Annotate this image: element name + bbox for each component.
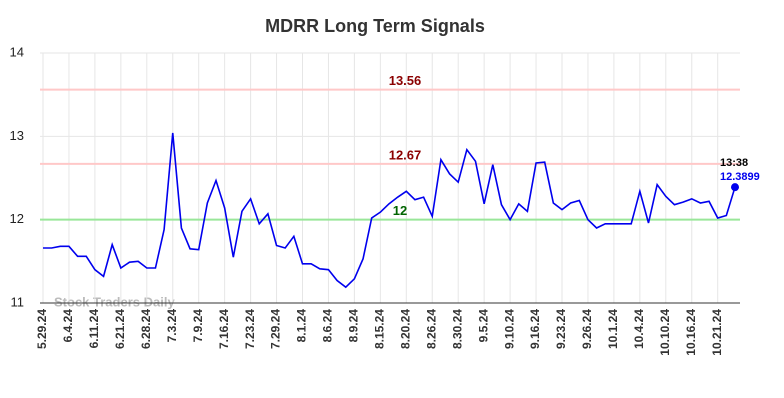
x-tick-label: 9.26.24 — [580, 309, 594, 349]
price-line — [43, 132, 736, 289]
y-tick-label: 13 — [10, 128, 24, 143]
x-tick-label: 6.4.24 — [61, 309, 75, 343]
reference-label: 13.56 — [389, 73, 422, 88]
x-tick-label: 8.15.24 — [373, 309, 387, 349]
watermark: Stock Traders Daily — [54, 294, 175, 309]
y-tick-label: 12 — [10, 211, 24, 226]
x-tick-label: 6.21.24 — [113, 309, 127, 349]
x-tick-label: 10.1.24 — [606, 309, 620, 349]
x-tick-label: 6.11.24 — [87, 309, 101, 349]
x-tick-label: 7.3.24 — [165, 309, 179, 343]
x-tick-label: 8.9.24 — [347, 309, 361, 343]
x-tick-label: 7.29.24 — [269, 309, 283, 349]
x-tick-label: 8.30.24 — [450, 309, 464, 349]
x-tick-label: 8.1.24 — [295, 309, 309, 343]
x-tick-label: 9.10.24 — [502, 309, 516, 349]
x-tick-label: 7.23.24 — [243, 309, 257, 349]
x-tick-label: 7.9.24 — [191, 309, 205, 343]
x-tick-label: 8.20.24 — [398, 309, 412, 349]
x-tick-label: 9.16.24 — [528, 309, 542, 349]
y-tick-label: 11 — [11, 294, 25, 309]
x-tick-label: 6.28.24 — [139, 309, 153, 349]
x-tick-label: 10.16.24 — [684, 309, 698, 356]
reference-label: 12 — [393, 203, 407, 218]
x-tick-label: 5.29.24 — [35, 309, 49, 349]
x-tick-label: 9.5.24 — [476, 309, 490, 343]
last-time: 13:38 — [720, 157, 748, 169]
x-tick-label: 10.4.24 — [632, 309, 646, 349]
x-tick-label: 10.21.24 — [710, 309, 724, 356]
last-point — [731, 183, 739, 192]
reference-label: 12.67 — [389, 147, 422, 162]
chart-title: MDRR Long Term Signals — [265, 16, 485, 36]
x-tick-label: 9.23.24 — [554, 309, 568, 349]
last-value: 12.3899 — [720, 171, 760, 183]
x-tick-label: 7.16.24 — [217, 309, 231, 349]
x-tick-label: 8.6.24 — [321, 309, 335, 343]
x-tick-label: 8.26.24 — [424, 309, 438, 349]
y-tick-label: 14 — [10, 44, 24, 59]
x-tick-label: 10.10.24 — [658, 309, 672, 356]
